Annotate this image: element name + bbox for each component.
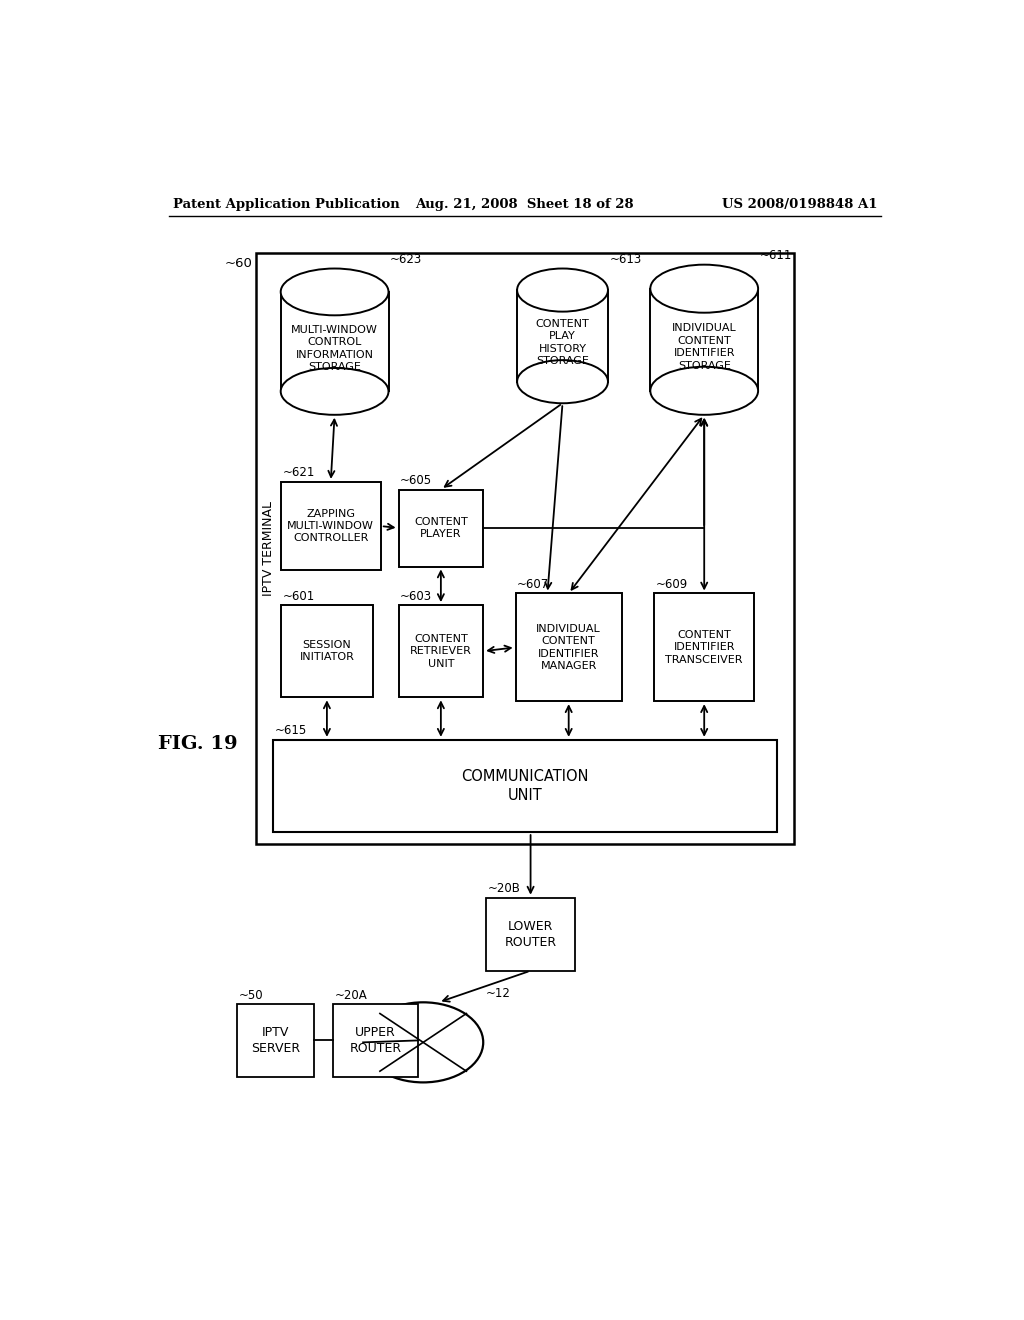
Text: FIG. 19: FIG. 19 <box>158 735 238 752</box>
Bar <box>281 482 381 570</box>
Bar <box>256 253 794 845</box>
Bar <box>281 292 388 392</box>
Ellipse shape <box>281 368 388 414</box>
Bar <box>281 605 373 697</box>
Text: COMMUNICATION
UNIT: COMMUNICATION UNIT <box>462 770 589 803</box>
Text: UPPER
ROUTER: UPPER ROUTER <box>349 1026 401 1055</box>
Ellipse shape <box>517 360 608 404</box>
Text: ~12: ~12 <box>485 987 510 1001</box>
Text: IPTV
SERVER: IPTV SERVER <box>251 1026 300 1055</box>
Text: ~623: ~623 <box>390 253 422 267</box>
Bar <box>517 290 608 381</box>
Text: LOWER
ROUTER: LOWER ROUTER <box>505 920 557 949</box>
Ellipse shape <box>517 268 608 312</box>
Text: CONTENT
RETRIEVER
UNIT: CONTENT RETRIEVER UNIT <box>410 634 472 669</box>
Bar <box>650 289 758 391</box>
Ellipse shape <box>281 268 388 315</box>
Text: Aug. 21, 2008  Sheet 18 of 28: Aug. 21, 2008 Sheet 18 of 28 <box>416 198 634 211</box>
Text: ~621: ~621 <box>283 466 314 479</box>
Text: ~615: ~615 <box>274 725 307 738</box>
Text: INDIVIDUAL
CONTENT
IDENTIFIER
STORAGE: INDIVIDUAL CONTENT IDENTIFIER STORAGE <box>672 323 736 371</box>
Bar <box>333 1003 418 1077</box>
Bar <box>237 1003 313 1077</box>
Text: ~613: ~613 <box>609 253 642 267</box>
Text: SESSION
INITIATOR: SESSION INITIATOR <box>299 640 354 663</box>
Text: ZAPPING
MULTI-WINDOW
CONTROLLER: ZAPPING MULTI-WINDOW CONTROLLER <box>288 508 374 544</box>
Text: IPTV TERMINAL: IPTV TERMINAL <box>262 502 274 597</box>
Text: ~611: ~611 <box>760 249 792 263</box>
Text: CONTENT
IDENTIFIER
TRANSCEIVER: CONTENT IDENTIFIER TRANSCEIVER <box>666 630 743 665</box>
Text: ~605: ~605 <box>400 474 432 487</box>
Bar <box>654 594 755 701</box>
Ellipse shape <box>364 1002 483 1082</box>
Text: INDIVIDUAL
CONTENT
IDENTIFIER
MANAGER: INDIVIDUAL CONTENT IDENTIFIER MANAGER <box>537 624 601 671</box>
Text: ~60: ~60 <box>224 257 252 271</box>
Ellipse shape <box>650 367 758 414</box>
Bar <box>398 490 483 566</box>
Text: US 2008/0198848 A1: US 2008/0198848 A1 <box>722 198 878 211</box>
Bar <box>273 739 777 832</box>
Text: CONTENT
PLAYER: CONTENT PLAYER <box>414 517 468 539</box>
Text: CONTENT
PLAY
HISTORY
STORAGE: CONTENT PLAY HISTORY STORAGE <box>536 318 590 366</box>
Text: ~609: ~609 <box>655 578 688 591</box>
Text: ~50: ~50 <box>239 989 263 1002</box>
Ellipse shape <box>650 264 758 313</box>
Bar <box>515 594 622 701</box>
Text: MULTI-WINDOW
CONTROL
INFORMATION
STORAGE: MULTI-WINDOW CONTROL INFORMATION STORAGE <box>291 325 378 372</box>
Bar <box>486 898 574 970</box>
Text: ~607: ~607 <box>517 578 549 591</box>
Bar <box>398 605 483 697</box>
Text: ~603: ~603 <box>400 590 432 603</box>
Text: ~601: ~601 <box>283 590 314 603</box>
Text: ~20B: ~20B <box>487 882 521 895</box>
Text: ~20A: ~20A <box>335 989 368 1002</box>
Text: Patent Application Publication: Patent Application Publication <box>173 198 399 211</box>
